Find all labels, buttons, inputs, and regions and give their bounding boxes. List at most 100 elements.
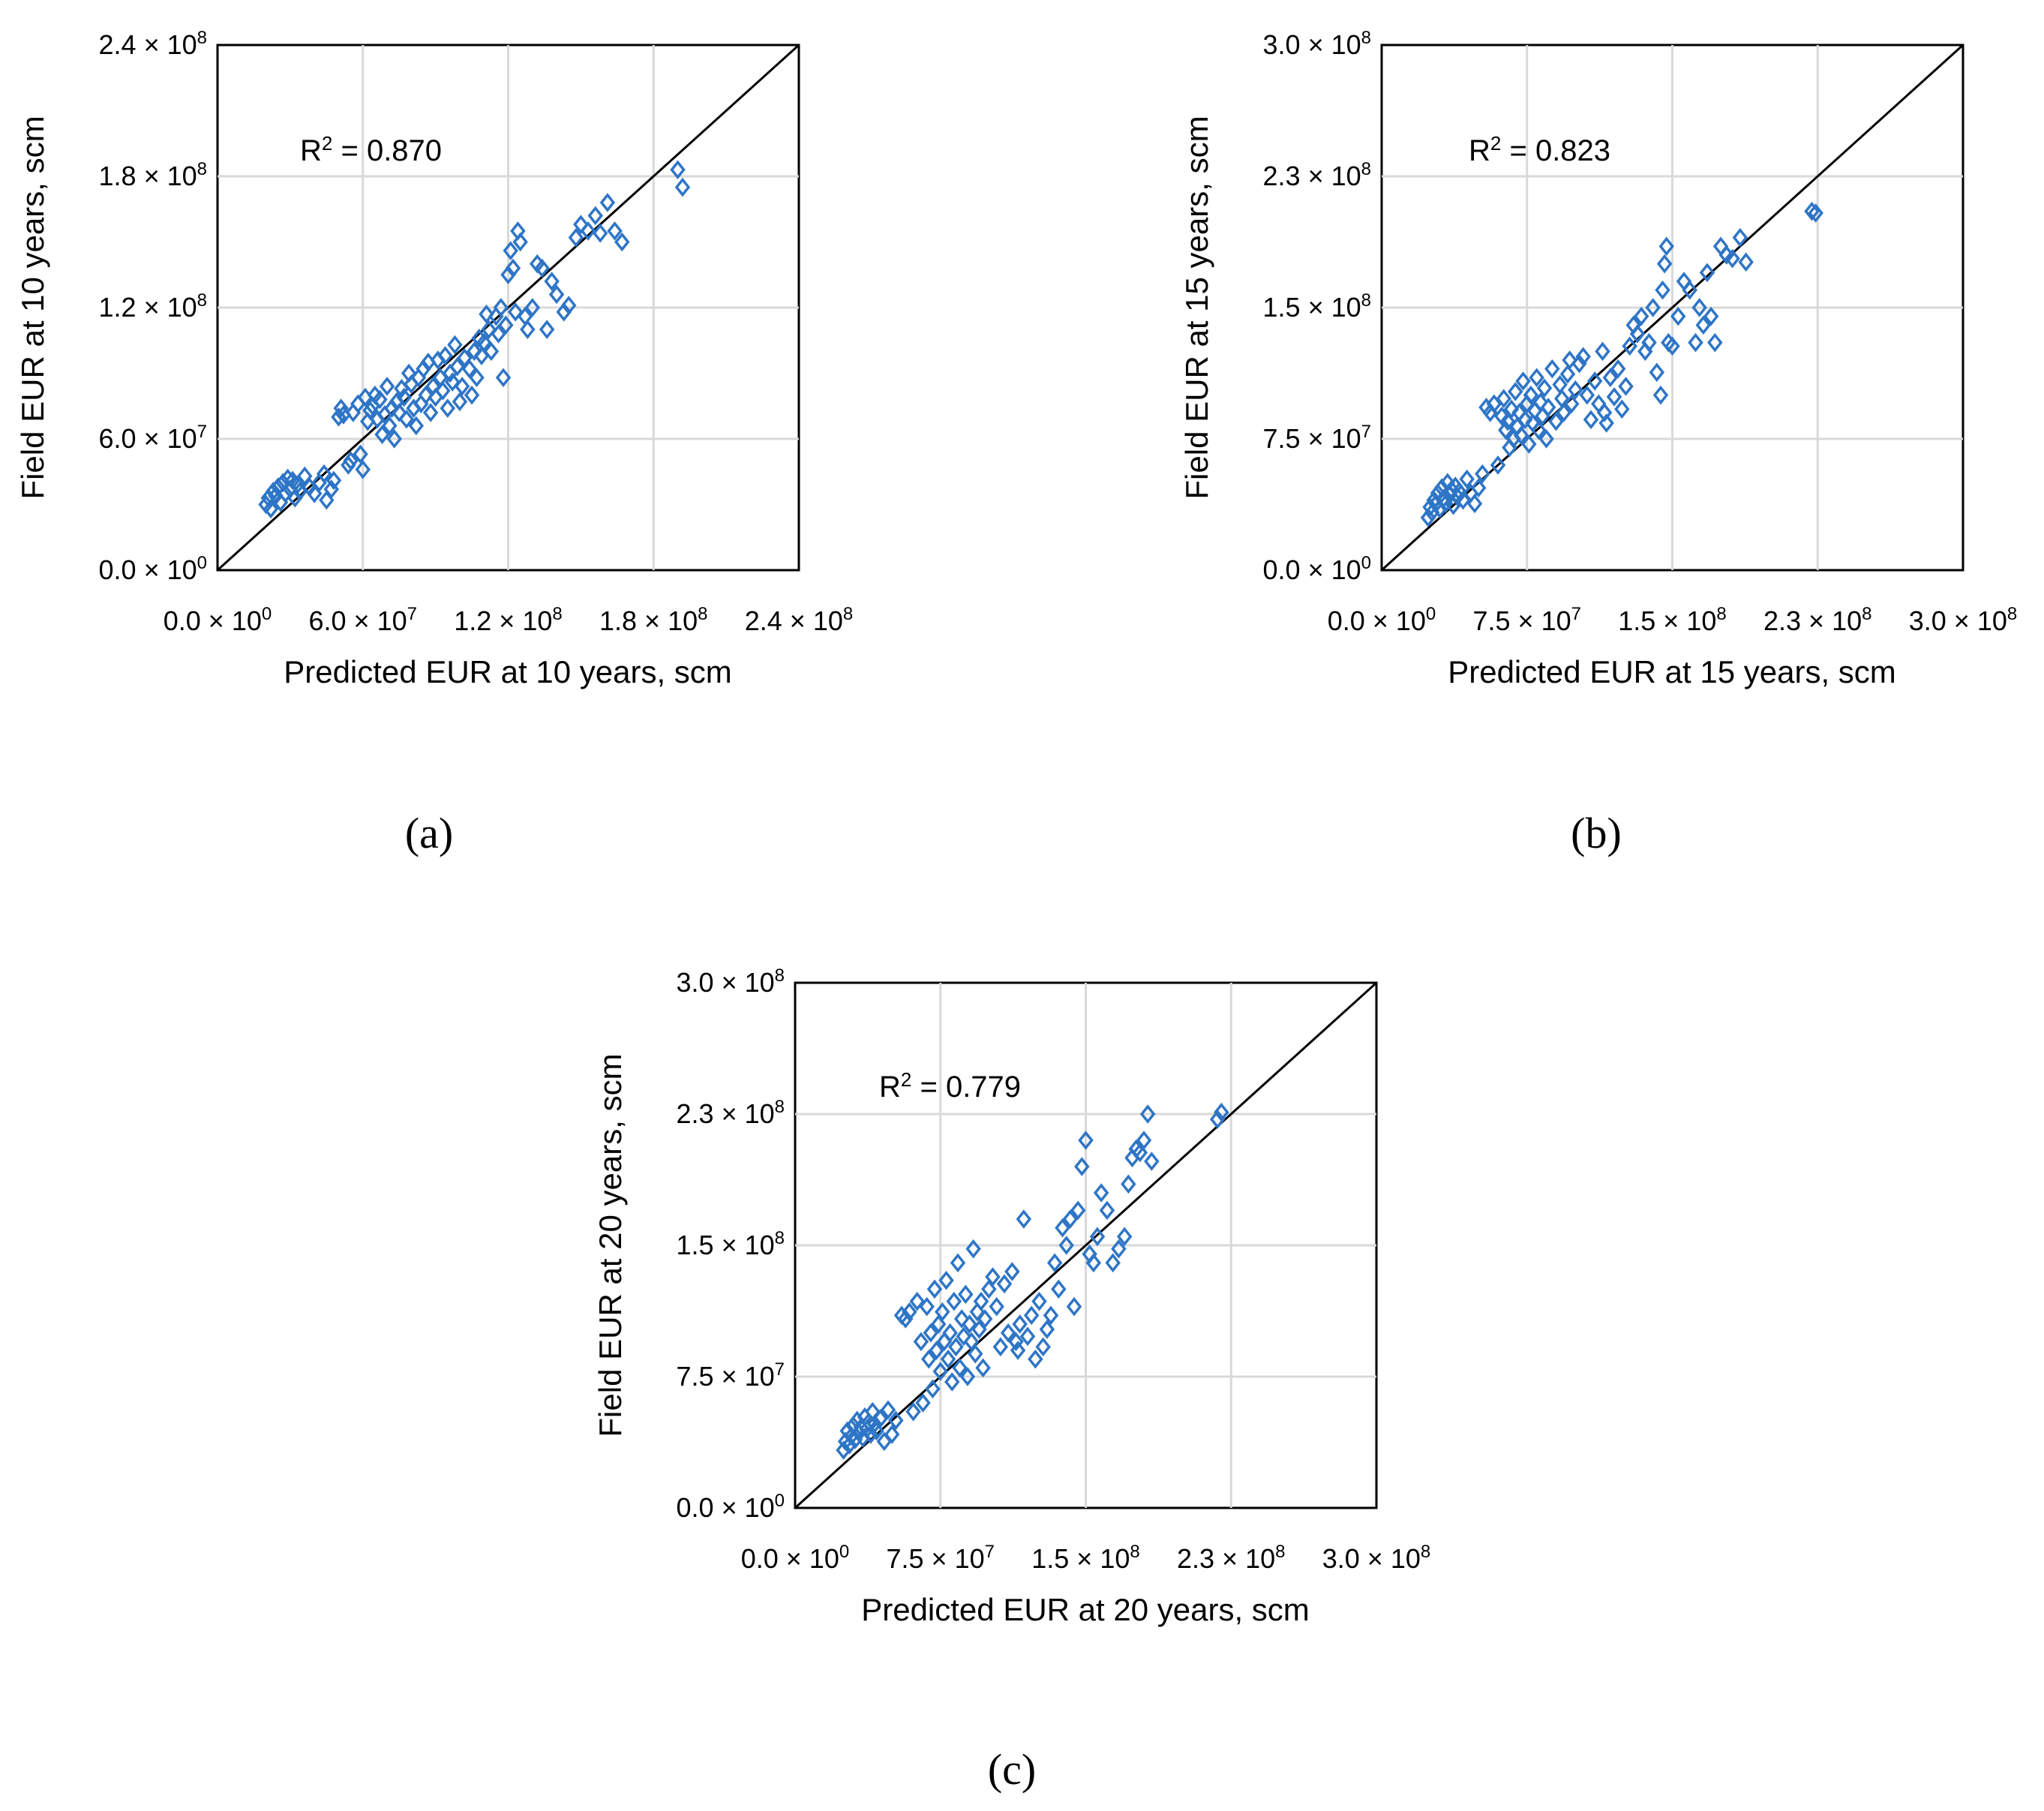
data-point xyxy=(454,377,470,396)
data-point xyxy=(948,1337,964,1357)
data-point xyxy=(1023,1305,1040,1326)
data-point xyxy=(1614,399,1630,419)
data-point xyxy=(1051,1279,1067,1299)
data-point xyxy=(1559,364,1576,384)
x-tick-label: 3.0 × 108 xyxy=(1322,1542,1430,1574)
y-tick-labels: 0.0 × 100 7.5 × 107 1.5 × 108 2.3 × 108 3.0 … xyxy=(677,966,785,1523)
data-point xyxy=(996,1274,1013,1294)
data-point xyxy=(1540,398,1556,417)
data-point xyxy=(959,1367,976,1386)
data-point xyxy=(396,387,412,407)
data-point xyxy=(1016,1209,1032,1229)
data-point xyxy=(981,1279,997,1299)
data-point xyxy=(384,398,400,418)
data-point xyxy=(1579,385,1595,405)
data-point xyxy=(1808,203,1823,223)
data-point xyxy=(926,1279,943,1299)
data-point xyxy=(467,341,482,362)
data-point xyxy=(469,368,485,388)
data-point xyxy=(1556,403,1572,422)
data-point xyxy=(1031,1291,1047,1311)
data-point xyxy=(905,1401,921,1422)
data-point xyxy=(1121,1174,1136,1194)
data-point xyxy=(614,232,630,252)
data-point xyxy=(1035,1337,1051,1357)
data-point xyxy=(932,1362,948,1381)
data-point xyxy=(977,1309,993,1329)
data-point xyxy=(1515,371,1531,391)
x-tick-label: 3.0 × 108 xyxy=(1909,604,2017,636)
y-tick-label: 3.0 × 108 xyxy=(677,966,785,998)
data-point xyxy=(270,477,286,497)
data-point xyxy=(1490,455,1506,475)
y-tick-label: 3.0 × 108 xyxy=(1263,28,1371,60)
data-point xyxy=(1486,394,1502,414)
data-point xyxy=(872,1409,888,1428)
panel-label: (b) xyxy=(1571,809,1622,857)
data-point xyxy=(1649,362,1665,383)
data-point xyxy=(1209,1110,1226,1129)
data-point xyxy=(1039,1320,1055,1339)
x-tick-label: 0.0 × 100 xyxy=(1328,604,1436,636)
data-point xyxy=(1732,227,1748,248)
data-point xyxy=(435,381,451,401)
data-point xyxy=(869,1421,884,1441)
data-point xyxy=(1089,1227,1106,1247)
x-tick-label: 7.5 × 107 xyxy=(887,1542,995,1574)
data-point xyxy=(534,258,550,278)
x-tick-label: 1.8 × 108 xyxy=(599,604,707,636)
data-point xyxy=(556,302,572,322)
x-tick-label: 1.2 × 108 xyxy=(454,604,562,636)
data-point xyxy=(495,368,512,388)
r-squared-annotation: R2 = 0.870 xyxy=(300,132,442,167)
data-point xyxy=(1618,377,1634,396)
data-point xyxy=(479,304,494,324)
data-point xyxy=(1422,497,1438,517)
data-point xyxy=(1656,254,1673,274)
data-point xyxy=(1055,1218,1070,1238)
data-point xyxy=(1139,1104,1156,1124)
data-point xyxy=(287,488,303,508)
data-point xyxy=(1499,411,1516,431)
data-point xyxy=(962,1314,977,1334)
data-point xyxy=(1586,371,1603,391)
data-point xyxy=(1699,263,1715,283)
data-point xyxy=(1804,201,1820,221)
y-tick-label: 2.3 × 108 xyxy=(1263,159,1371,191)
y-tick-label: 2.3 × 108 xyxy=(677,1097,785,1129)
data-point xyxy=(422,403,439,422)
data-point xyxy=(500,265,516,285)
data-point xyxy=(1695,315,1712,335)
data-point xyxy=(1602,368,1619,388)
y-tick-label: 0.0 × 100 xyxy=(677,1491,785,1523)
x-tick-label: 0.0 × 100 xyxy=(164,604,272,636)
data-point xyxy=(548,284,565,305)
data-point xyxy=(539,320,555,339)
data-point xyxy=(992,1337,1009,1357)
reference-line-y-equals-x xyxy=(794,981,1378,1509)
data-point xyxy=(573,215,589,234)
data-points xyxy=(1420,201,1823,527)
data-point xyxy=(587,206,603,226)
data-point xyxy=(1682,280,1697,300)
data-point xyxy=(968,1344,983,1364)
x-axis-label: Predicted EUR at 20 years, scm xyxy=(861,1592,1310,1627)
data-point xyxy=(278,484,293,503)
data-point xyxy=(1503,399,1520,419)
data-point xyxy=(950,1253,966,1273)
reference-line-y-equals-x xyxy=(1380,44,1964,572)
data-point xyxy=(580,221,596,241)
data-point xyxy=(1544,359,1560,379)
data-point xyxy=(1043,1305,1059,1326)
data-point xyxy=(1062,1209,1079,1229)
data-point xyxy=(491,324,506,344)
data-point xyxy=(973,1291,989,1311)
data-point xyxy=(1078,1131,1094,1150)
x-axis-label: Predicted EUR at 10 years, scm xyxy=(284,654,732,689)
data-point xyxy=(341,455,356,475)
y-tick-label: 7.5 × 107 xyxy=(677,1359,785,1392)
data-point xyxy=(674,177,691,197)
data-point xyxy=(923,1323,939,1343)
data-point xyxy=(416,359,431,379)
data-point xyxy=(930,1314,947,1334)
